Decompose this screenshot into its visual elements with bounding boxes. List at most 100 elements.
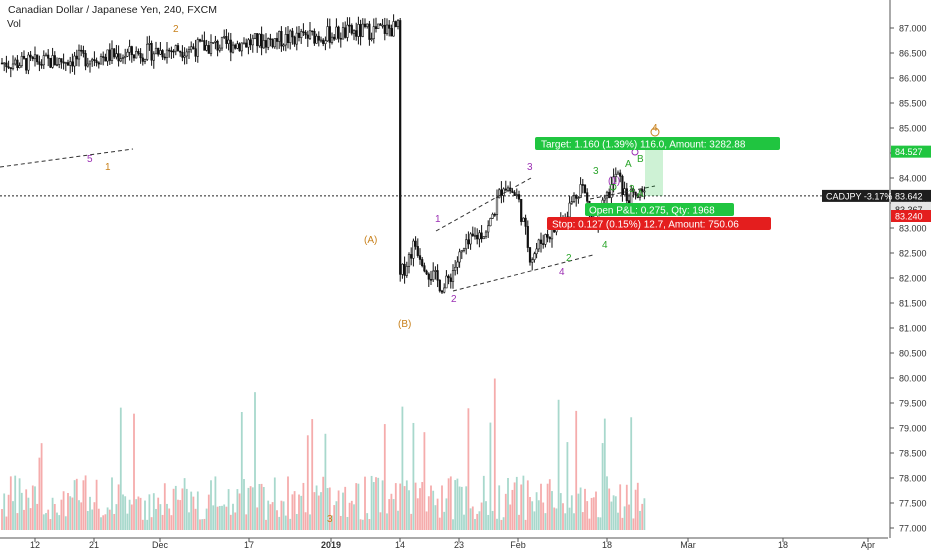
candle-body bbox=[165, 49, 169, 58]
candle-body bbox=[18, 65, 21, 68]
volume-bar bbox=[564, 513, 567, 530]
candle-body bbox=[542, 243, 545, 245]
y-tick-label: 86.000 bbox=[899, 74, 927, 84]
volume-bar bbox=[53, 503, 56, 530]
volume-bar bbox=[540, 483, 542, 530]
candle-body bbox=[161, 50, 164, 58]
candle-body bbox=[236, 43, 239, 49]
volume-bar bbox=[179, 500, 182, 530]
candle-body bbox=[462, 248, 466, 251]
y-tick-label: 87.000 bbox=[899, 24, 927, 34]
candle-body bbox=[352, 30, 356, 34]
candle-body bbox=[322, 39, 325, 44]
candle-body bbox=[47, 54, 50, 59]
candle-body bbox=[390, 28, 393, 37]
candle-body bbox=[117, 53, 120, 62]
candle-body bbox=[603, 197, 606, 201]
time-axis[interactable]: 12 21 Dec 17 2019 14 23 Feb 18 Mar 18 Apr bbox=[0, 537, 888, 550]
candle-body bbox=[49, 57, 52, 68]
y-tick-label: 79.500 bbox=[899, 399, 927, 409]
volume-bar bbox=[485, 501, 487, 530]
volume-bar bbox=[449, 476, 452, 530]
volume-bar bbox=[62, 491, 65, 530]
candle-body bbox=[216, 40, 219, 51]
volume-bar bbox=[14, 475, 17, 530]
volume-bar bbox=[190, 491, 193, 530]
stop-label[interactable]: Stop: 0.127 (0.15%) 12.7, Amount: 750.06 bbox=[547, 217, 771, 231]
open-pnl-label[interactable]: Open P&L: 0.275, Qty: 1968 bbox=[585, 203, 734, 217]
symbol-tag: CADJPY -3.17% bbox=[822, 189, 892, 202]
volume-bar bbox=[172, 488, 175, 530]
volume-bar bbox=[119, 407, 122, 530]
candle-body bbox=[434, 270, 437, 272]
candle-body bbox=[40, 64, 43, 66]
volume-bar bbox=[91, 509, 94, 530]
volume-bar bbox=[60, 499, 63, 530]
y-tick-label: 85.500 bbox=[899, 99, 927, 109]
volume-bar bbox=[476, 513, 479, 530]
volume-bar bbox=[36, 503, 39, 530]
candle-body bbox=[220, 36, 224, 49]
volume-bar bbox=[606, 476, 608, 530]
volume-bar bbox=[634, 489, 637, 530]
target-label[interactable]: Target: 1.160 (1.39%) 116.0, Amount: 328… bbox=[535, 137, 780, 151]
wave-ii: 2 bbox=[451, 294, 457, 305]
candle-body bbox=[401, 263, 404, 275]
x-tick-label: Dec bbox=[152, 540, 169, 550]
candle-body bbox=[194, 48, 197, 57]
candle-body bbox=[531, 259, 534, 263]
volume-bar bbox=[535, 492, 538, 530]
volume-bar bbox=[196, 491, 199, 530]
volume-bar bbox=[322, 476, 325, 530]
candle-body bbox=[363, 23, 367, 27]
volume-bar bbox=[311, 419, 314, 530]
candle-body bbox=[91, 59, 94, 62]
candle-body bbox=[370, 38, 373, 40]
volume-bar bbox=[159, 504, 162, 530]
volume-bar bbox=[504, 493, 507, 530]
sub-3: 3 bbox=[593, 166, 599, 177]
wave-iii: 3 bbox=[527, 162, 533, 173]
volume-bar bbox=[438, 517, 441, 530]
candle-body bbox=[570, 201, 573, 204]
candle-body bbox=[471, 233, 474, 237]
stop-text: Stop: 0.127 (0.15%) 12.7, Amount: 750.06 bbox=[552, 220, 739, 231]
candle-body bbox=[504, 188, 507, 191]
y-tick-label: 79.000 bbox=[899, 424, 927, 434]
candle-body bbox=[619, 172, 622, 177]
volume-bar bbox=[291, 494, 294, 530]
volume-bar bbox=[267, 500, 270, 530]
volume-bar bbox=[29, 508, 32, 530]
volume-bar bbox=[25, 489, 28, 530]
candle-body bbox=[326, 26, 329, 42]
volume-bar bbox=[5, 516, 8, 530]
candle-body bbox=[533, 253, 536, 260]
y-tick-label: 80.500 bbox=[899, 349, 927, 359]
candle-body bbox=[157, 47, 160, 55]
volume-bar bbox=[597, 517, 600, 530]
candle-body bbox=[548, 236, 551, 240]
candle-body bbox=[377, 23, 380, 29]
volume-bar bbox=[80, 502, 83, 530]
candle-body bbox=[256, 33, 259, 47]
y-tick-label: 78.500 bbox=[899, 449, 927, 459]
candle-body bbox=[102, 56, 105, 58]
price-axis[interactable]: 77.000 77.500 78.000 78.500 79.000 79.500 80.0… bbox=[822, 0, 931, 538]
candle-body bbox=[154, 47, 158, 55]
volume-bar bbox=[454, 480, 457, 530]
candle-body bbox=[546, 234, 549, 238]
candle-body bbox=[253, 33, 257, 39]
candle-body bbox=[443, 287, 446, 293]
volume-bar bbox=[73, 480, 76, 530]
volume-bar bbox=[306, 435, 309, 530]
volume-bar bbox=[260, 483, 263, 530]
candle-body bbox=[454, 266, 457, 271]
volume-bar bbox=[227, 489, 230, 530]
volume-bar bbox=[419, 488, 421, 530]
candle-body bbox=[187, 49, 191, 53]
candle-body bbox=[36, 54, 39, 63]
candle-body bbox=[5, 62, 8, 68]
volume-bar bbox=[170, 515, 173, 530]
candle-body bbox=[535, 248, 538, 255]
